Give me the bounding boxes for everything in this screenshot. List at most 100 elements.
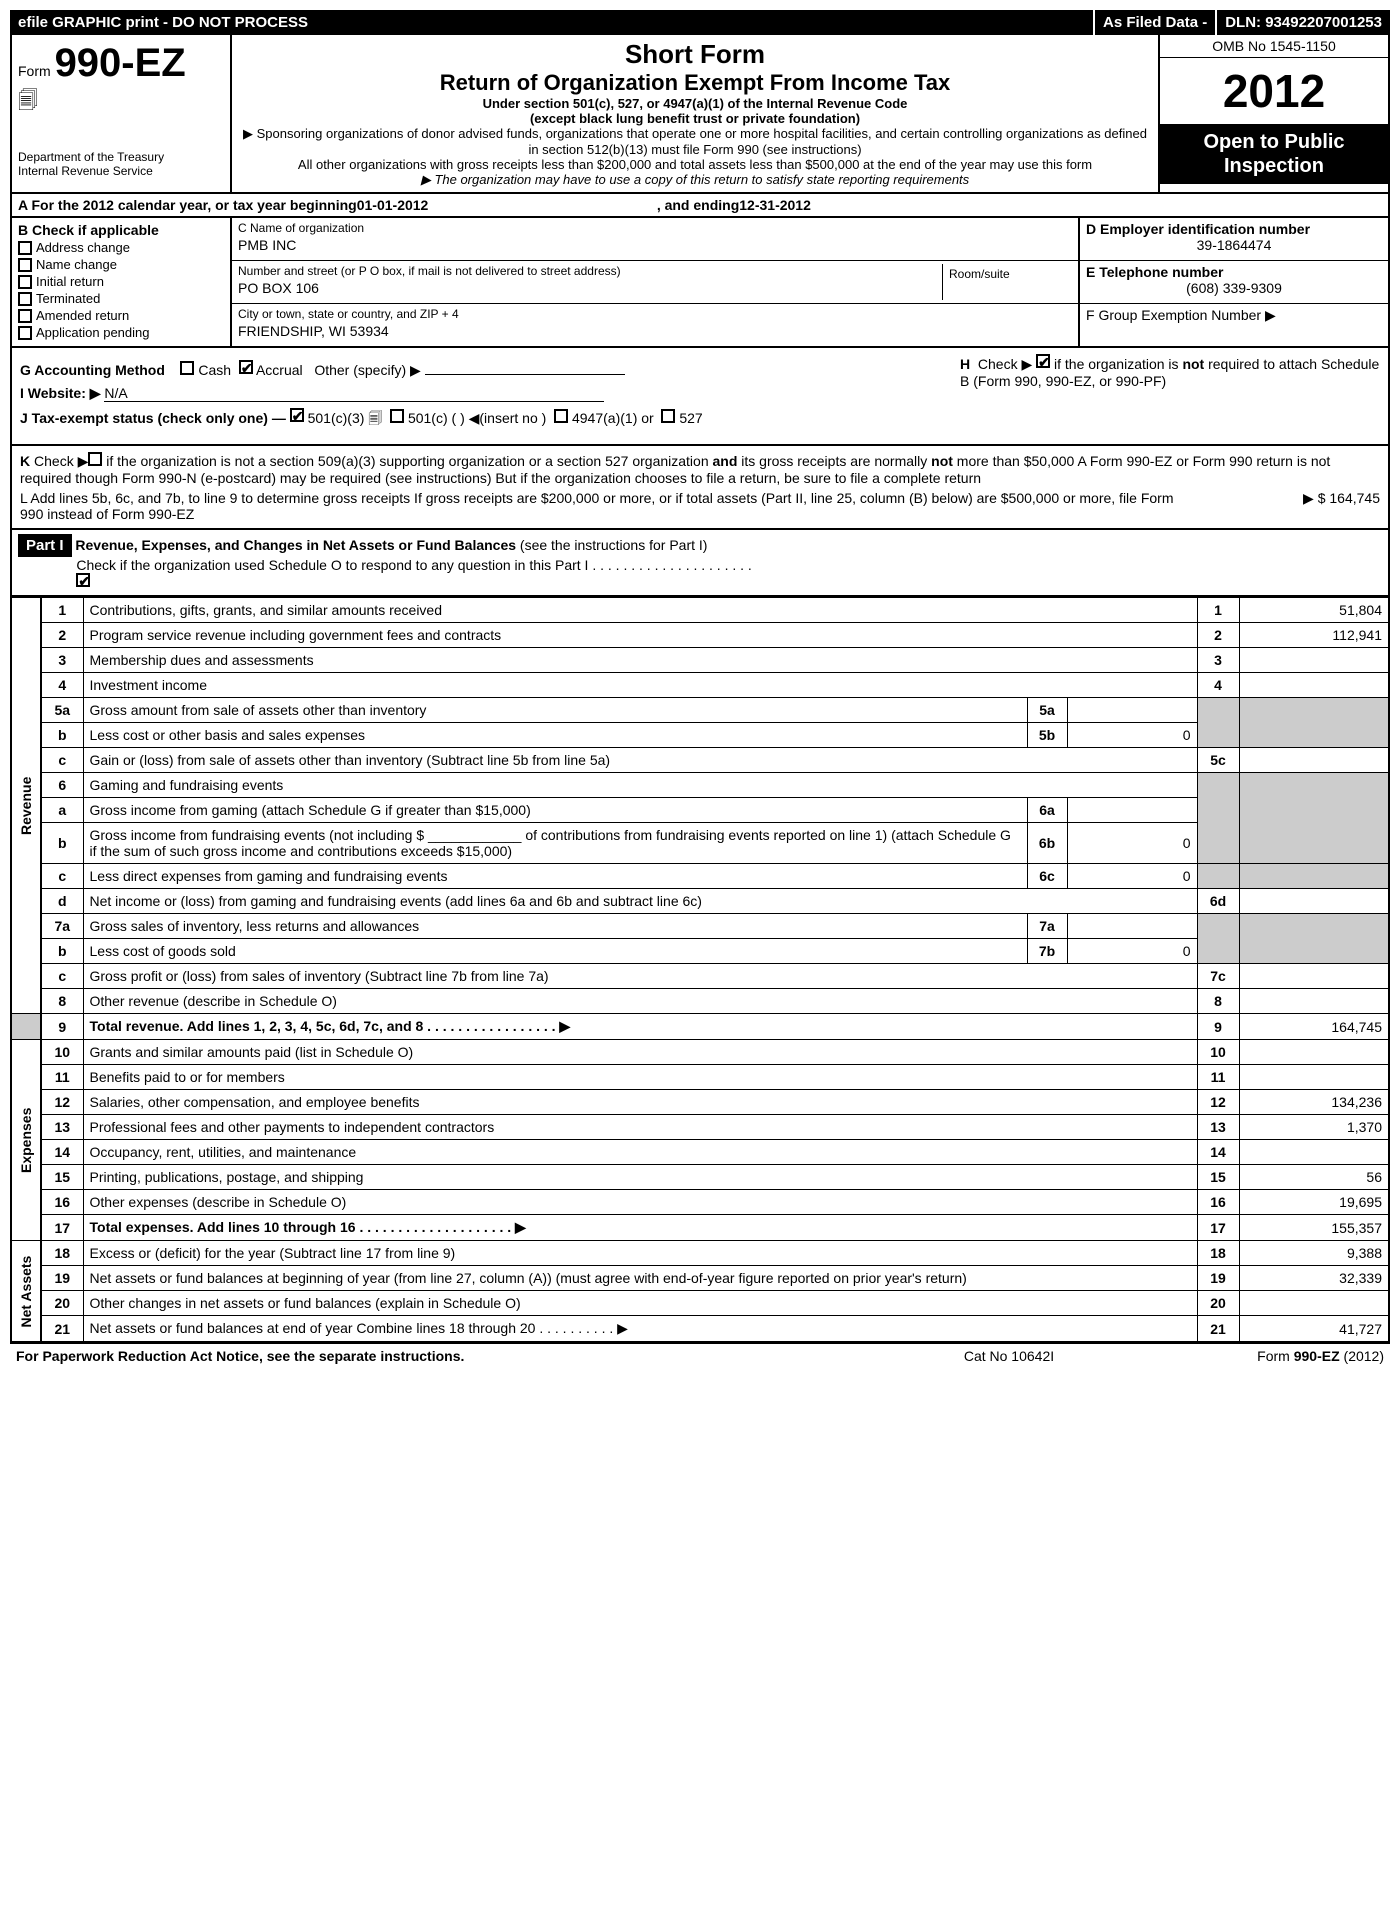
d11: Benefits paid to or for members: [83, 1065, 1197, 1090]
n7c: c: [41, 964, 83, 989]
n7b: b: [41, 939, 83, 964]
cb-name-change[interactable]: [18, 258, 32, 272]
d3: Membership dues and assessments: [83, 648, 1197, 673]
j-label: J Tax-exempt status (check only one) —: [20, 410, 286, 426]
room-label: Room/suite: [949, 267, 1066, 281]
a10: [1239, 1040, 1389, 1065]
ein-value: 39-1864474: [1086, 237, 1382, 253]
sl7b: 7b: [1027, 939, 1067, 964]
d16: Other expenses (describe in Schedule O): [83, 1190, 1197, 1215]
r9: 9: [1197, 1014, 1239, 1040]
lbl-amended: Amended return: [36, 308, 129, 323]
r13: 13: [1197, 1115, 1239, 1140]
n15: 15: [41, 1165, 83, 1190]
d12: Salaries, other compensation, and employ…: [83, 1090, 1197, 1115]
sl5a: 5a: [1027, 698, 1067, 723]
insp1: Open to Public: [1203, 131, 1344, 153]
cb-pending[interactable]: [18, 326, 32, 340]
a20: [1239, 1291, 1389, 1316]
a13: 1,370: [1239, 1115, 1389, 1140]
r11: 11: [1197, 1065, 1239, 1090]
cb-501c3[interactable]: [290, 408, 304, 422]
d20: Other changes in net assets or fund bala…: [83, 1291, 1197, 1316]
n3: 3: [41, 648, 83, 673]
r5c: 5c: [1197, 748, 1239, 773]
col-c: C Name of organization PMB INC Number an…: [232, 218, 1078, 346]
n5b: b: [41, 723, 83, 748]
note2: All other organizations with gross recei…: [240, 157, 1150, 172]
form-title: Return of Organization Exempt From Incom…: [240, 70, 1150, 96]
lbl-initial-return: Initial return: [36, 274, 104, 289]
row-a-mid: , and ending: [657, 197, 739, 213]
r20: 20: [1197, 1291, 1239, 1316]
cb-amended[interactable]: [18, 309, 32, 323]
header-right: OMB No 1545-1150 2012 Open to Public Ins…: [1158, 35, 1388, 192]
n4: 4: [41, 673, 83, 698]
form-page: efile GRAPHIC print - DO NOT PROCESS As …: [0, 0, 1400, 1378]
d5c: Gain or (loss) from sale of assets other…: [83, 748, 1197, 773]
topbar-mid: As Filed Data -: [1095, 10, 1217, 35]
note1: ▶ Sponsoring organizations of donor advi…: [240, 126, 1150, 157]
other-input[interactable]: [425, 374, 625, 375]
n9: 9: [41, 1014, 83, 1040]
d7b: Less cost of goods sold: [83, 939, 1027, 964]
short-form: Short Form: [240, 39, 1150, 70]
col-b-header: B Check if applicable: [18, 222, 224, 238]
a19: 32,339: [1239, 1266, 1389, 1291]
n7a: 7a: [41, 914, 83, 939]
d10: Grants and similar amounts paid (list in…: [83, 1040, 1197, 1065]
d6: Gaming and fundraising events: [83, 773, 1197, 798]
insp2: Inspection: [1224, 155, 1324, 177]
n18: 18: [41, 1241, 83, 1266]
a17: 155,357: [1239, 1215, 1389, 1241]
cb-h[interactable]: [1036, 354, 1050, 368]
sv6c: 0: [1067, 864, 1197, 889]
d4: Investment income: [83, 673, 1197, 698]
d5a: Gross amount from sale of assets other t…: [83, 698, 1027, 723]
footer-formref: Form 990-EZ (2012): [1134, 1348, 1384, 1364]
r2: 2: [1197, 623, 1239, 648]
d14: Occupancy, rent, utilities, and maintena…: [83, 1140, 1197, 1165]
cb-527[interactable]: [661, 409, 675, 423]
dept2: Internal Revenue Service: [18, 164, 224, 178]
sv6a: [1067, 798, 1197, 823]
cb-terminated[interactable]: [18, 292, 32, 306]
sl5b: 5b: [1027, 723, 1067, 748]
topbar-dln: DLN: 93492207001253: [1217, 10, 1390, 35]
footer: For Paperwork Reduction Act Notice, see …: [10, 1343, 1390, 1368]
tax-year: 2012: [1160, 58, 1388, 124]
cb-address-change[interactable]: [18, 241, 32, 255]
n8: 8: [41, 989, 83, 1014]
cb-cash[interactable]: [180, 361, 194, 375]
a21: 41,727: [1239, 1316, 1389, 1343]
cb-part1-schedO[interactable]: [76, 573, 90, 587]
r16: 16: [1197, 1190, 1239, 1215]
part1-label: Part I: [18, 534, 72, 557]
cb-initial-return[interactable]: [18, 275, 32, 289]
lbl-pending: Application pending: [36, 325, 149, 340]
group-label: F Group Exemption Number ▶: [1086, 307, 1382, 324]
netassets-label: Net Assets: [11, 1241, 41, 1343]
r8: 8: [1197, 989, 1239, 1014]
a14: [1239, 1140, 1389, 1165]
cb-4947[interactable]: [554, 409, 568, 423]
lbl-4947: 4947(a)(1) or: [572, 410, 654, 426]
expenses-label: Expenses: [11, 1040, 41, 1241]
part1-check-text: Check if the organization used Schedule …: [76, 557, 751, 573]
a3: [1239, 648, 1389, 673]
r21: 21: [1197, 1316, 1239, 1343]
a4: [1239, 673, 1389, 698]
cb-k[interactable]: [88, 452, 102, 466]
cb-accrual[interactable]: [239, 360, 253, 374]
lbl-other: Other (specify) ▶: [314, 362, 420, 378]
lbl-cash: Cash: [198, 362, 231, 378]
dept1: Department of the Treasury: [18, 150, 224, 164]
d6b: Gross income from fundraising events (no…: [83, 823, 1027, 864]
n1: 1: [41, 598, 83, 623]
d19: Net assets or fund balances at beginning…: [83, 1266, 1197, 1291]
topbar: efile GRAPHIC print - DO NOT PROCESS As …: [10, 10, 1390, 35]
n13: 13: [41, 1115, 83, 1140]
cb-501c[interactable]: [390, 409, 404, 423]
n19: 19: [41, 1266, 83, 1291]
a5c: [1239, 748, 1389, 773]
